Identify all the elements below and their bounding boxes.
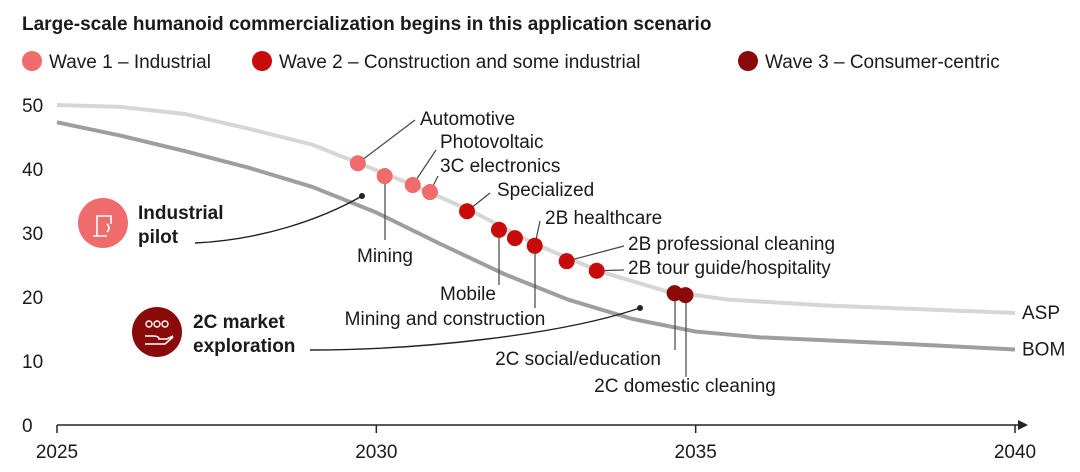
annotations: Industrial pilot 2C market exploration (78, 193, 643, 357)
point-label: 2C social/education (495, 349, 661, 370)
legend: Wave 1 – Industrial Wave 2 – Construction… (22, 51, 1000, 73)
data-point (677, 287, 694, 304)
data-point (421, 184, 438, 201)
annotation-line2: exploration (193, 336, 295, 357)
legend-label: Wave 2 – Construction and some industria… (279, 52, 641, 73)
x-tick-label: 2035 (675, 442, 717, 463)
annotation-line1: 2C market (193, 312, 286, 333)
series-label: ASP (1022, 303, 1060, 324)
annotation-line1: Industrial (138, 203, 224, 224)
y-tick-label: 10 (22, 352, 43, 373)
y-tick-label: 20 (22, 288, 43, 309)
legend-label: Wave 1 – Industrial (49, 52, 211, 73)
data-point (376, 168, 393, 185)
series-line-asp (56, 103, 1016, 315)
robot-arm-glyph (93, 215, 112, 237)
legend-marker (252, 51, 272, 71)
point-label: Photovoltaic (440, 132, 544, 153)
point-label: 2B tour guide/hospitality (628, 258, 831, 279)
data-point (404, 177, 421, 193)
data-points: Automotive Mining Photovoltaic 3C electroni… (345, 109, 835, 397)
x-axis-arrow (1018, 420, 1028, 430)
data-point (349, 155, 366, 172)
chart-title: Large-scale humanoid commercialization b… (22, 14, 711, 35)
person-glyph (145, 320, 153, 328)
robot-arm-icon (78, 198, 128, 248)
annotation-line2: pilot (138, 227, 179, 248)
annotation-1: Industrial pilot (78, 193, 365, 248)
x-tick-label: 2030 (355, 442, 397, 463)
point-label: 2B healthcare (545, 208, 662, 229)
point-label: Mobile (440, 284, 496, 305)
data-point (506, 230, 523, 247)
series-line-bom (56, 120, 1016, 352)
point-label: 2B professional cleaning (628, 234, 835, 255)
person-glyph (161, 320, 169, 328)
point-label: Mining (357, 246, 413, 267)
x-tick-label: 2040 (994, 442, 1036, 463)
point-label: Specialized (497, 180, 594, 201)
point-label: Mining and construction (345, 309, 546, 330)
arrow-head (637, 305, 643, 311)
people-hand-icon (132, 307, 182, 357)
x-tick-label: 2025 (36, 442, 78, 463)
data-point (558, 253, 575, 270)
annotation-arrow (194, 195, 363, 244)
leader-line (357, 119, 416, 164)
point-label: 3C electronics (440, 156, 560, 177)
y-tick-label: 40 (22, 160, 43, 181)
data-point (490, 221, 507, 238)
annotation-arrow (309, 307, 641, 351)
data-point (588, 262, 605, 279)
y-tick-label: 50 (22, 96, 43, 117)
y-tick-label: 30 (22, 224, 43, 245)
annotation-2: 2C market exploration (132, 305, 643, 357)
arrow-head (359, 193, 365, 199)
legend-label: Wave 3 – Consumer-centric (765, 52, 1000, 73)
y-tick-label: 0 (22, 416, 33, 437)
point-label: 2C domestic cleaning (594, 376, 776, 397)
point-label: Automotive (420, 109, 515, 130)
legend-marker (22, 51, 42, 71)
hand-glyph (145, 335, 174, 345)
series-lines: ASP BOM (56, 103, 1065, 360)
data-point (459, 203, 476, 220)
data-point (526, 237, 543, 254)
series-label: BOM (1022, 339, 1065, 360)
leader-line (566, 245, 625, 262)
legend-marker (738, 51, 758, 71)
person-glyph (153, 320, 161, 328)
